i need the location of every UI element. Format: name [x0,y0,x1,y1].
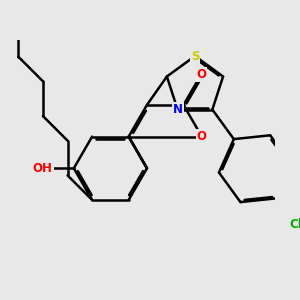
Text: S: S [191,50,199,63]
Text: Cl: Cl [290,218,300,231]
Text: O: O [197,130,207,143]
Text: OH: OH [33,162,53,175]
Text: N: N [172,103,183,116]
Text: O: O [196,68,206,81]
